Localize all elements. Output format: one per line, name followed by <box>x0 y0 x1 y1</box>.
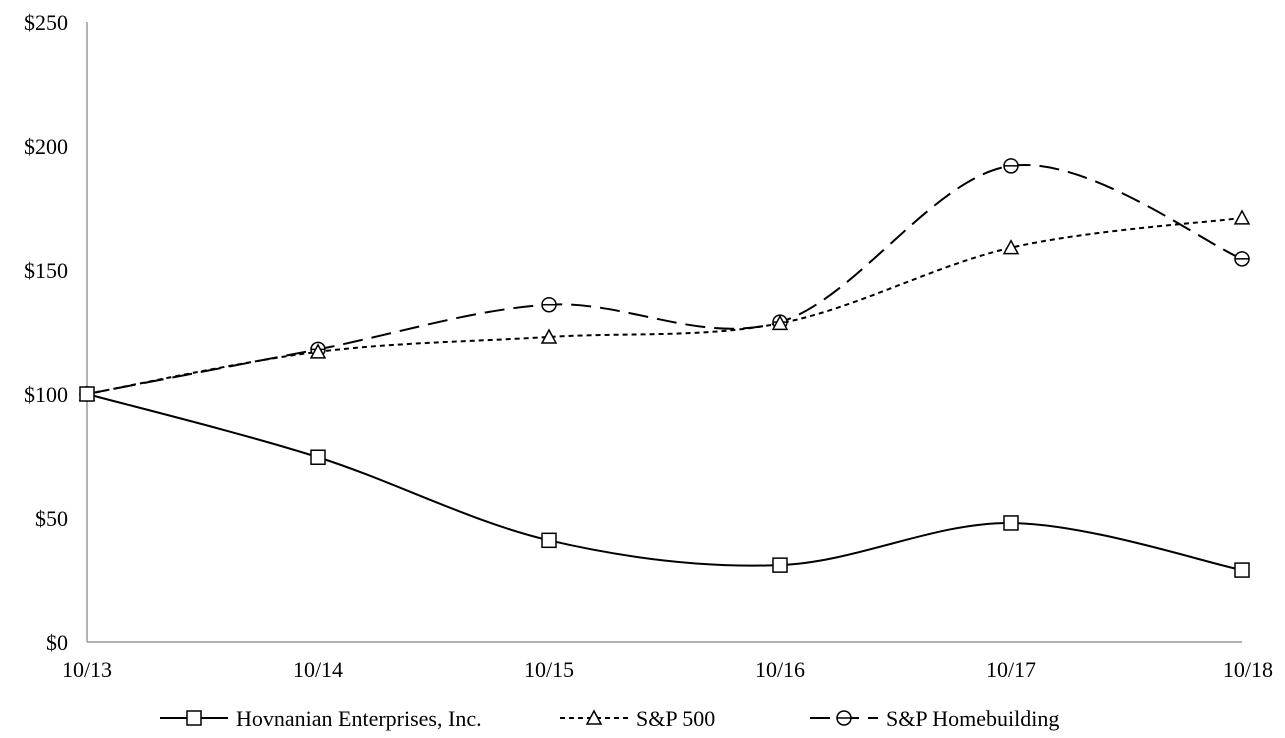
chart-axes <box>86 22 1242 643</box>
series-line-1 <box>86 216 1243 395</box>
series-0-point <box>541 532 557 549</box>
y-tick-label: $250 <box>24 10 68 35</box>
legend-label-1: S&P 500 <box>636 706 715 731</box>
series-1-point <box>540 328 558 344</box>
tick-labels: $0 $50 $100 $150 $200 $250 10/13 10/14 10/15 10/1… <box>24 10 1273 682</box>
x-tick-label: 10/17 <box>986 657 1036 682</box>
legend-label-2: S&P Homebuilding <box>886 706 1059 731</box>
series-1-point <box>771 314 789 331</box>
series-0-point <box>772 557 788 573</box>
y-tick-label: $150 <box>24 258 68 283</box>
x-tick-label: 10/13 <box>62 657 112 682</box>
series-0-point <box>310 449 326 465</box>
series-line-0 <box>86 393 1243 572</box>
series-0-point <box>1234 562 1250 578</box>
x-tick-label: 10/14 <box>293 657 343 682</box>
series-1-point <box>1002 239 1020 255</box>
series-0-point <box>1003 515 1019 531</box>
x-tick-label: 10/15 <box>524 657 574 682</box>
legend-label-0: Hovnanian Enterprises, Inc. <box>236 706 482 731</box>
series-lines <box>86 163 1243 572</box>
series-markers <box>78 158 1251 578</box>
y-tick-label: $0 <box>46 630 68 655</box>
legend: Hovnanian Enterprises, Inc. S&P 500 S&P Ho… <box>160 706 1059 731</box>
x-tick-label: 10/18 <box>1223 657 1273 682</box>
series-1-point <box>1233 209 1251 225</box>
series-line-2 <box>86 163 1243 395</box>
y-tick-label: $200 <box>24 134 68 159</box>
y-tick-label: $50 <box>35 506 68 531</box>
series-1-point <box>309 343 327 359</box>
y-tick-label: $100 <box>24 382 68 407</box>
legend-marker-0 <box>186 710 202 726</box>
legend-marker-1 <box>585 709 603 725</box>
series-0-point <box>79 386 95 402</box>
x-tick-label: 10/16 <box>755 657 805 682</box>
